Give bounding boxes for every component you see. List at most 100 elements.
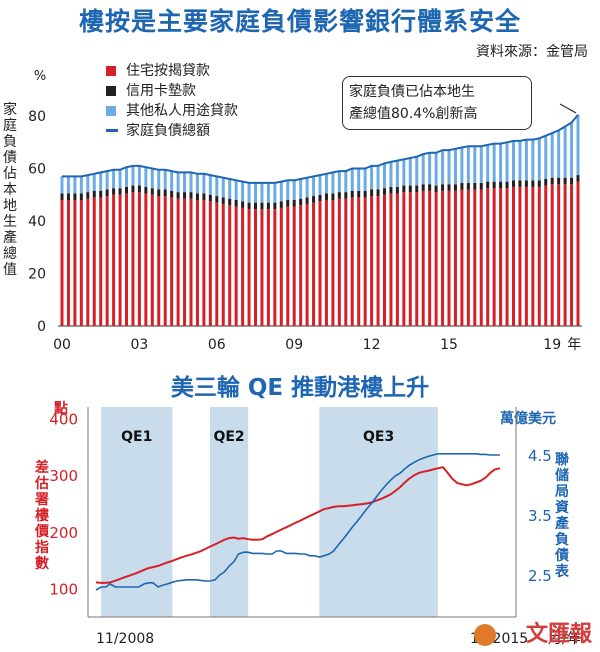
chart2-left-tick-label: 100 [49,581,78,599]
bar-credit-card [234,200,238,207]
bar-credit-card [415,185,419,193]
bar-other-personal [441,150,445,185]
bar-mortgage [453,190,457,326]
bar-credit-card [137,185,141,193]
bar-other-personal [531,139,535,181]
bar-credit-card [563,177,567,185]
bar-other-personal [292,180,296,200]
bar-mortgage [486,188,490,326]
bar-mortgage [247,209,251,326]
qe-band-label: QE2 [213,429,244,445]
bar-other-personal [408,158,412,186]
bar-other-personal [195,173,199,194]
chart2-left-tick-label: 300 [49,467,78,485]
legend-mortgage-swatch [106,66,116,76]
bar-credit-card [279,201,283,208]
bar-other-personal [215,176,219,197]
bar-mortgage [512,186,515,326]
bar-other-personal [370,165,374,190]
chart1-xtick-label: 15 [440,337,458,353]
bar-mortgage [383,194,386,326]
bar-mortgage [241,207,245,326]
bar-mortgage [331,200,335,326]
bar-mortgage [408,192,412,326]
bar-other-personal [486,144,490,182]
bar-mortgage [550,184,554,326]
bar-other-personal [273,182,277,203]
bar-credit-card [112,188,116,195]
bar-credit-card [318,194,322,202]
chart2-x-unit: 月/年 [548,631,581,647]
chart1-ytick-label: 80 [28,109,46,125]
bar-credit-card [299,198,303,206]
bar-other-personal [395,160,399,187]
bar-credit-card [144,186,148,194]
bar-credit-card [105,189,109,197]
chart2-right-tick-label: 3.5 [528,507,552,525]
bar-other-personal [125,167,128,187]
bar-credit-card [247,202,251,210]
bar-other-personal [312,176,316,197]
bar-mortgage [131,192,135,326]
bar-mortgage [350,197,354,326]
bar-other-personal [524,139,528,181]
bar-credit-card [150,188,154,195]
bar-credit-card [357,190,361,198]
bar-other-personal [324,173,328,194]
bar-credit-card [305,197,309,204]
bar-credit-card [92,190,96,198]
bar-credit-card [370,189,374,197]
bar-credit-card [260,202,264,210]
bar-other-personal [447,150,451,185]
bar-other-personal [247,182,251,203]
bar-mortgage [389,193,393,326]
bar-other-personal [118,169,122,189]
bar-credit-card [395,186,399,194]
chart2-right-axis-label: 聯儲局資產負債表 [555,452,569,580]
bar-credit-card [505,181,509,189]
bar-mortgage [563,184,567,326]
bar-credit-card [183,192,187,199]
bar-mortgage [344,198,348,326]
chart1-xtick-label: 06 [208,337,226,353]
bar-mortgage [447,190,451,326]
chart2-right-unit: 萬億美元 [500,411,556,427]
bar-mortgage [434,192,438,326]
bar-credit-card [544,179,548,186]
qe-band-2 [209,407,249,617]
bar-other-personal [73,176,77,194]
bar-credit-card [376,189,380,197]
bar-other-personal [550,133,554,178]
bar-mortgage [557,184,561,326]
chart1-ytick-label: 20 [28,267,46,283]
bar-other-personal [163,169,167,190]
bar-other-personal [389,161,393,187]
bar-other-personal [234,180,238,200]
bar-mortgage [99,197,103,326]
bar-mortgage [357,197,361,326]
watermark-badge-icon [474,624,496,646]
bar-other-personal [363,168,367,191]
bar-credit-card [312,196,316,203]
bar-other-personal [570,122,574,178]
bar-mortgage [125,193,128,326]
bar-other-personal [241,181,245,202]
bar-other-personal [428,152,432,185]
bar-other-personal [421,154,425,185]
bar-mortgage [531,186,535,326]
bar-mortgage [299,205,303,326]
bar-other-personal [299,179,303,199]
bar-credit-card [402,185,406,193]
bar-mortgage [157,196,161,326]
bar-other-personal [512,140,515,181]
bar-mortgage [144,193,148,326]
bar-credit-card [550,177,554,185]
bar-credit-card [125,186,128,194]
bar-credit-card [408,185,412,193]
bar-mortgage [279,207,283,326]
bar-mortgage [66,200,70,326]
bar-other-personal [208,175,212,195]
bar-credit-card [466,182,470,190]
qe-band-label: QE1 [121,429,152,445]
bar-credit-card [434,185,438,193]
